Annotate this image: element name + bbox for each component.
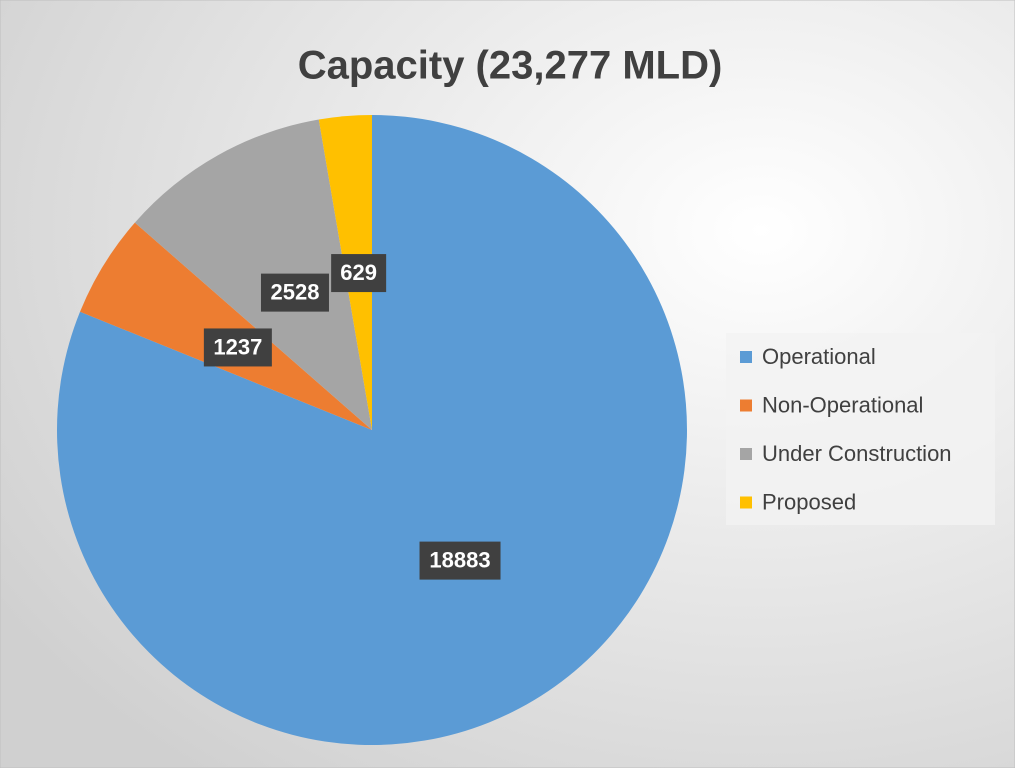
data-label-box [331, 254, 387, 293]
data-label: 2528 [271, 279, 320, 304]
data-label-box [419, 541, 501, 580]
legend [726, 333, 995, 525]
legend-swatch [740, 351, 752, 363]
pie-slice [134, 119, 372, 431]
data-label: 18883 [429, 547, 490, 572]
data-label: 1237 [213, 334, 262, 359]
legend-label: Under Construction [762, 441, 952, 466]
legend-swatch [740, 448, 752, 460]
legend-label: Proposed [762, 489, 856, 514]
chart-title: Capacity (23,277 MLD) [298, 44, 723, 88]
data-label: 629 [340, 260, 377, 285]
legend-swatch [740, 399, 752, 412]
legend-label: Non-Operational [762, 392, 923, 417]
legend-label: Operational [762, 344, 876, 369]
data-label-box [203, 328, 272, 367]
data-label-box [260, 273, 329, 312]
pie-slice [80, 222, 372, 430]
legend-swatch [740, 496, 752, 509]
